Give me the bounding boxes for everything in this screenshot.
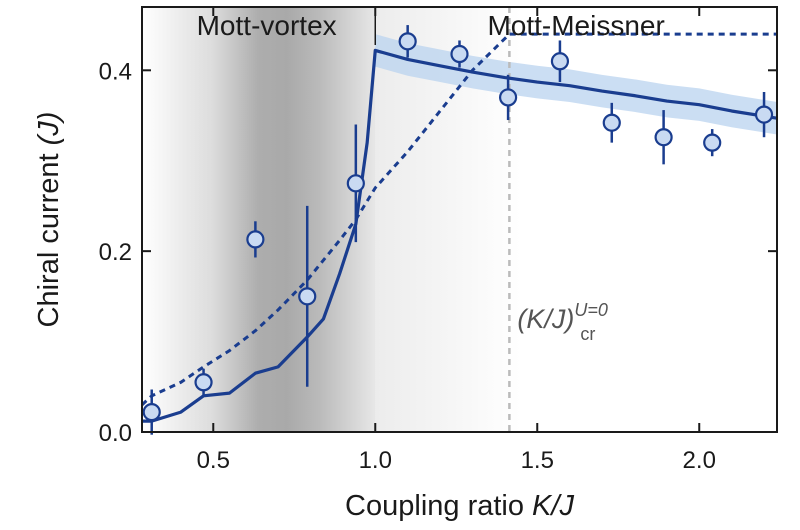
data-point	[246, 230, 265, 249]
data-point	[654, 128, 673, 147]
theory-band	[375, 7, 777, 432]
x-axis-title-italic: K/J	[532, 490, 574, 522]
theory-dashed-group	[140, 32, 777, 406]
annotation-main: (K/J)	[517, 304, 574, 334]
data-point	[194, 373, 213, 392]
theory-uncertainty-band	[375, 34, 777, 135]
data-point	[602, 113, 621, 132]
vortex-shade	[142, 7, 376, 432]
annotation-sup: U=0	[574, 300, 608, 320]
axis-ticks: 0.5 1.0 1.5 2.0 0.0 0.2 0.4	[99, 7, 777, 474]
x-tick-label: 2.0	[683, 447, 716, 474]
data-point	[398, 32, 417, 51]
theory-solid-line	[142, 48, 778, 423]
data-point	[498, 88, 518, 107]
y-tick-label: 0.0	[99, 420, 132, 447]
annotation-sub: cr	[580, 324, 595, 344]
y-axis-title-italic: (J)	[33, 112, 65, 146]
x-axis-title: Coupling ratio K/J	[345, 490, 574, 522]
x-axis-title-text: Coupling ratio	[345, 490, 532, 522]
y-tick-label: 0.2	[99, 239, 132, 266]
region-label-mott-vortex: Mott-vortex	[197, 10, 337, 41]
data-point	[703, 133, 722, 152]
data-point	[298, 287, 317, 306]
region-label-mott-meissner: Mott-Meissner	[487, 10, 664, 41]
y-axis-title: Chiral current (J)	[33, 112, 65, 328]
data-point	[550, 52, 570, 71]
y-axis-title-text: Chiral current	[33, 145, 65, 327]
data-point	[346, 174, 365, 193]
x-tick-label: 1.5	[521, 447, 554, 474]
plot-frame	[141, 6, 778, 433]
theory-solid-group	[142, 48, 778, 423]
data-point	[450, 44, 469, 64]
data-point	[754, 105, 774, 124]
experiment-points	[142, 25, 774, 435]
critical-annotation: (K/J)U=0	[517, 300, 608, 334]
theory-dashed-line	[140, 32, 777, 406]
x-tick-label: 0.5	[197, 447, 230, 474]
x-tick-label: 1.0	[359, 447, 392, 474]
y-tick-label: 0.4	[99, 58, 132, 85]
data-point	[142, 403, 161, 422]
